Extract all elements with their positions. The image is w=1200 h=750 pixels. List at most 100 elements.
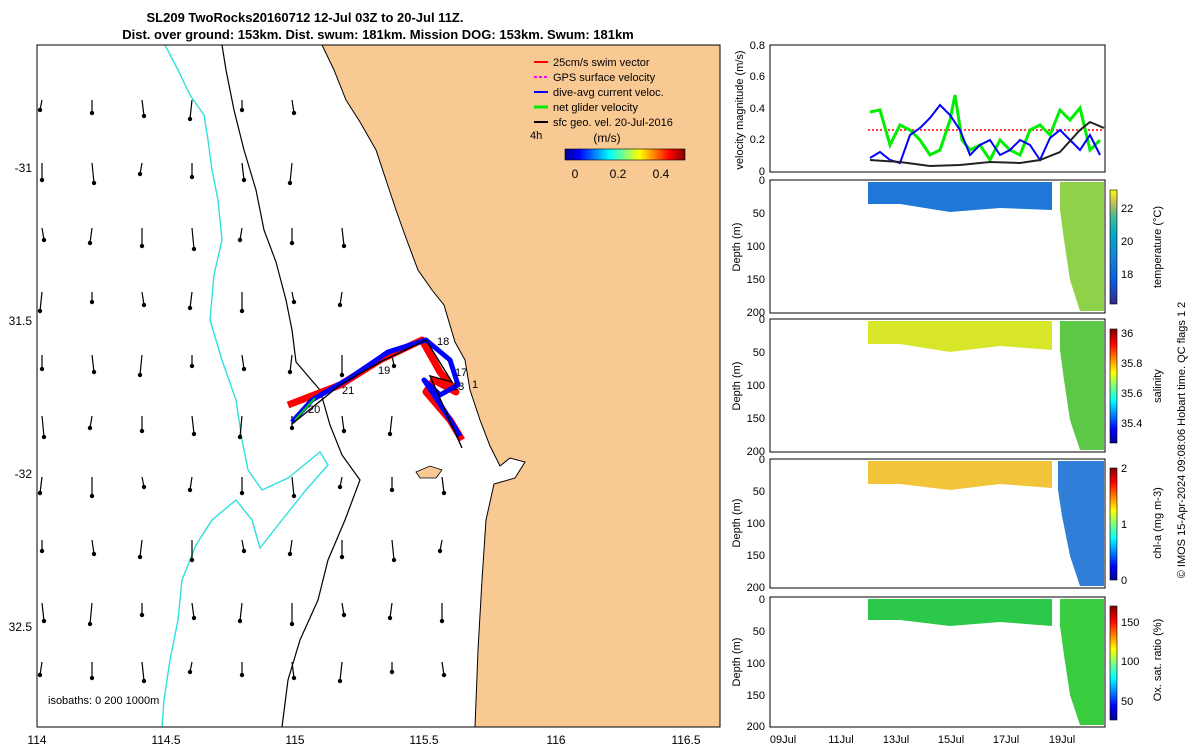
cb-tick: 2	[1121, 463, 1127, 475]
cb-tick: 18	[1121, 269, 1133, 281]
surface-velocity-arrows	[37, 99, 447, 684]
velocity-arrow-head	[37, 672, 43, 678]
island	[415, 465, 443, 479]
map-frame	[36, 44, 721, 728]
velocity-arrow	[41, 602, 45, 622]
cb-tick: 35.6	[1121, 388, 1142, 400]
velocity-arrow-head	[37, 490, 43, 496]
x-tick-label: 114.5	[151, 733, 180, 747]
velocity-arrow-head	[291, 675, 297, 681]
date-tick: 19Jul	[1049, 734, 1075, 746]
velocity-arrow	[389, 415, 393, 435]
velocity-arrow-head	[239, 107, 245, 113]
temperature-cb-label: temperature (°C)	[1152, 206, 1164, 288]
velocity-arrow	[89, 602, 93, 625]
velocity-arrow	[339, 661, 343, 682]
cb-tick: 36	[1121, 328, 1133, 340]
velocity-arrow	[39, 291, 43, 312]
legend-label: dive-avg current veloc.	[553, 87, 664, 99]
velocity-arrow-head	[39, 366, 45, 372]
oxygen-depth-axis: 0 50 100 150 200	[747, 594, 765, 733]
temperature-panel: 0 50 100 150 200 Depth (m) 22 20 18 temp…	[731, 175, 1164, 319]
velocity-y-tick: 0.2	[750, 134, 765, 146]
velocity-arrow-head	[89, 675, 95, 681]
cb-tick: 50	[1121, 696, 1133, 708]
velocity-arrow	[191, 415, 195, 435]
velocity-arrow-head	[189, 174, 195, 180]
velocity-arrow-head	[139, 428, 145, 434]
chart-title-line1: SL209 TwoRocks20160712 12-Jul 03Z to 20-…	[147, 10, 464, 25]
velocity-arrow	[91, 539, 95, 555]
velocity-arrow-head	[287, 369, 293, 375]
velocity-arrow-head	[389, 487, 395, 493]
velocity-arrow-head	[191, 615, 197, 621]
x-tick-label: 115.5	[409, 733, 438, 747]
day-labels: 18 19 17 13 21 20 1	[308, 336, 478, 416]
legend-label: net glider velocity	[553, 102, 638, 114]
track-line	[291, 339, 463, 449]
velocity-arrow	[91, 162, 95, 184]
velocity-arrow	[291, 476, 295, 497]
velocity-arrow	[191, 227, 195, 250]
velocity-arrow-head	[239, 308, 245, 314]
chla-panel: 0 50 100 150 200 Depth (m) 2 1 0 chl-a (…	[731, 454, 1164, 594]
colorbar-title: (m/s)	[593, 131, 620, 145]
depth-tick: 200	[747, 721, 765, 733]
date-axis: 09Jul 11Jul 13Jul 15Jul 17Jul 19Jul	[770, 734, 1075, 746]
velocity-arrow-head	[337, 302, 343, 308]
day-label: 17	[455, 367, 467, 379]
depth-tick: 200	[747, 582, 765, 594]
depth-tick: 200	[747, 307, 765, 319]
isobath-note: isobaths: 0 200 1000m	[48, 695, 159, 707]
colorbar-tick: 0.2	[610, 167, 627, 181]
depth-tick: 50	[753, 208, 765, 220]
velocity-arrow	[391, 539, 395, 561]
salinity-cb-ticks: 36 35.8 35.6 35.4	[1121, 328, 1142, 430]
velocity-arrow-head	[39, 177, 45, 183]
legend-note: 4h	[530, 130, 542, 142]
map-x-axis: 114 114.5 115 115.5 116 116.5	[27, 733, 700, 747]
temperature-colorbar	[1109, 189, 1118, 305]
net-glider-velocity	[294, 397, 316, 421]
depth-tick: 0	[759, 454, 765, 466]
velocity-arrow-head	[87, 621, 93, 627]
depth-tick: 100	[747, 380, 765, 392]
velocity-arrow-head	[391, 363, 397, 369]
date-tick: 17Jul	[993, 734, 1019, 746]
velocity-arrow-head	[137, 372, 143, 378]
salinity-section-deep	[1060, 321, 1104, 450]
velocity-arrow-head	[289, 425, 295, 431]
colorbar-tick: 0.4	[653, 167, 670, 181]
oxygen-cb-label: Ox. sat. ratio (%)	[1152, 619, 1164, 702]
velocity-arrow-head	[387, 431, 393, 437]
depth-tick: 100	[747, 518, 765, 530]
velocity-arrow	[289, 354, 293, 373]
depth-tick: 0	[759, 175, 765, 187]
isobath-shallow	[161, 44, 329, 728]
temperature-ylabel: Depth (m)	[731, 223, 743, 272]
day-label: 13	[452, 381, 464, 393]
date-tick: 11Jul	[828, 734, 853, 746]
salinity-colorbar	[1109, 328, 1118, 444]
velocity-arrow-head	[41, 434, 47, 440]
velocity-arrow-head	[241, 548, 247, 554]
velocity-arrow-head	[287, 180, 293, 186]
velocity-arrow-head	[239, 672, 245, 678]
oxygen-panel: 0 50 100 150 200 Depth (m) 150 100 50 Ox…	[731, 594, 1164, 733]
velocity-arrow-head	[141, 302, 147, 308]
depth-tick: 0	[759, 314, 765, 326]
cb-tick: 1	[1121, 519, 1127, 531]
velocity-arrow-head	[437, 548, 443, 554]
velocity-y-tick: 0	[759, 166, 765, 178]
depth-tick: 50	[753, 486, 765, 498]
velocity-y-tick: 0.8	[750, 40, 765, 52]
velocity-arrow-head	[91, 551, 97, 557]
velocity-arrow-head	[37, 107, 43, 113]
map-y-axis: -31 31.5 -32 32.5	[9, 161, 33, 634]
velocity-arrow-head	[37, 308, 43, 314]
velocity-arrow-head	[337, 484, 343, 490]
y-tick-label: -32	[15, 467, 33, 481]
velocity-arrow-head	[87, 240, 93, 246]
cb-tick: 35.8	[1121, 358, 1142, 370]
velocity-arrow	[289, 539, 293, 555]
